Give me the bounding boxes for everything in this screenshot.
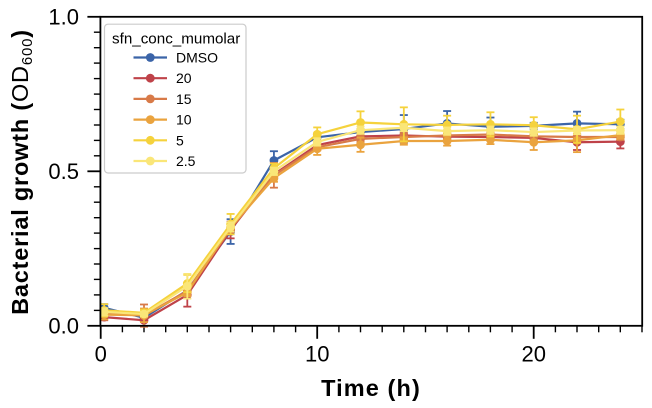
svg-text:20: 20 (521, 342, 545, 367)
svg-text:Time (h): Time (h) (321, 375, 421, 401)
svg-text:5: 5 (176, 132, 184, 148)
svg-text:15: 15 (176, 91, 192, 107)
svg-text:1.0: 1.0 (48, 4, 79, 29)
svg-text:10: 10 (305, 342, 329, 367)
svg-text:sfn_conc_mumolar: sfn_conc_mumolar (112, 31, 240, 48)
svg-text:0: 0 (95, 342, 107, 367)
svg-text:DMSO: DMSO (176, 50, 218, 66)
svg-text:2.5: 2.5 (176, 153, 196, 169)
svg-text:10: 10 (176, 112, 192, 128)
svg-text:20: 20 (176, 70, 192, 86)
svg-text:0.5: 0.5 (48, 159, 79, 184)
svg-text:0.0: 0.0 (48, 313, 79, 338)
svg-text:Bacterial growth (OD600): Bacterial growth (OD600) (7, 29, 36, 315)
